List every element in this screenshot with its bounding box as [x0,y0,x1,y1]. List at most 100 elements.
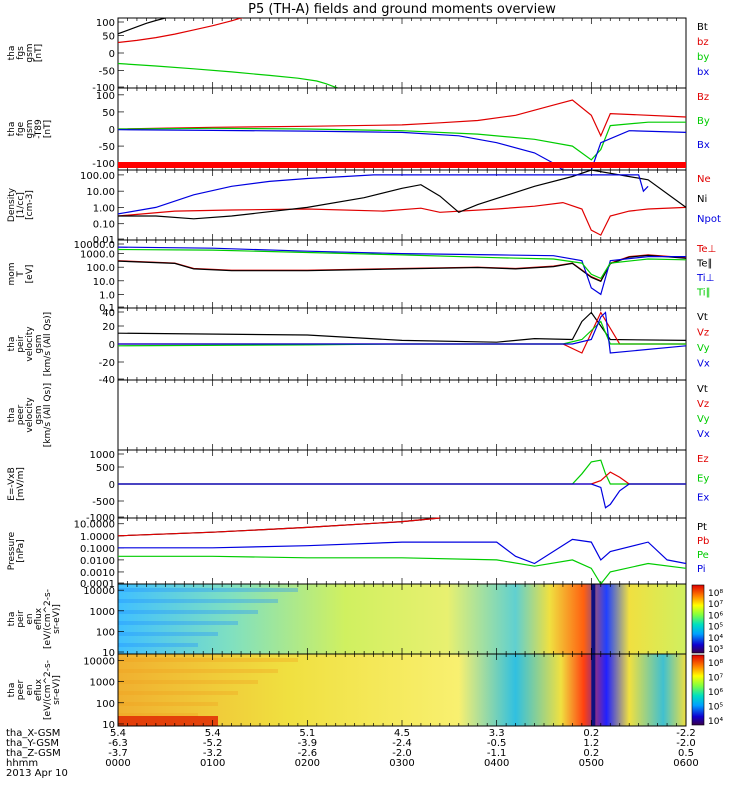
x-tick-value: 5.4 [110,728,126,739]
y-tick-label: 1.0000 [80,532,115,543]
legend-label: Bz [697,92,709,103]
y-axis-label: gsm [34,405,44,424]
spectrogram-stripe [591,584,596,654]
spectrogram-band [118,691,238,695]
spectrogram [118,654,686,726]
time-tick-label: 0400 [484,758,509,769]
y-tick-label: -1000 [86,513,115,524]
series-line-Bx [118,129,686,171]
y-axis-label: [nPa] [16,539,26,562]
y-tick-label: 40 [102,308,115,319]
y-tick-label: 10.0000 [74,520,115,531]
legend-label: Ex [697,493,709,504]
colorbar-tick-label: 10⁶ [708,611,723,621]
panel-frame [117,87,687,171]
y-axis-label: [eV/(cm^2-s- [43,660,53,720]
x-tick-value: 0.2 [583,728,599,739]
y-tick-label: 10.00 [86,187,115,198]
y-gsm-value: -3.9 [298,738,318,749]
y-axis-label: E=-VxB [7,467,17,501]
time-tick-label: 0200 [295,758,320,769]
y-axis-label: fgs [16,46,26,60]
x-tick-value: -2.2 [676,728,696,739]
spectrogram-band [118,669,278,673]
legend-label: Te⊥ [696,244,716,255]
y-axis-label: sr-eV)] [52,604,62,634]
panel-7: 1000 500 0 -500 -1000 E=-VxB [mV/m] Ez Ey Ex [7,449,709,524]
y-axis-label: en [25,613,35,624]
spectrogram-band [118,702,218,706]
y-tick-label: 100 [96,18,115,29]
series-line-Pb [118,517,440,537]
z-gsm-value: -1.1 [487,748,507,759]
spectrogram-stripe [591,654,596,726]
series-group [118,517,686,586]
legend-label: Vx [697,429,710,440]
legend-label: Ne [697,174,711,185]
y-tick-label: 10.0 [93,277,115,288]
panel-frame [117,169,687,241]
legend-label: Pe [697,550,709,561]
legend-label: By [697,116,710,127]
y-axis-label: [nT] [43,120,53,138]
y-axis-label: peir [16,335,26,353]
legend-label: Te∥ [696,259,713,270]
series-line-Ni [118,169,686,220]
colorbar-tick-label: 10⁶ [708,688,723,698]
y-tick-label: 50 [102,108,115,119]
x-axis-row-label: tha_Z-GSM [6,748,61,759]
z-gsm-value: -3.7 [108,748,128,759]
x-tick-value: 5.4 [205,728,221,739]
colorbar-tick-label: 10⁷ [708,674,723,684]
y-axis-label: [eV/(cm^2-s- [43,589,53,649]
series-line-Vt [118,311,686,343]
y-tick-label: -500 [92,497,115,508]
y-gsm-value: -2.0 [676,738,696,749]
spectrogram-band [118,621,238,625]
y-axis-label: [cm-3] [25,190,35,220]
legend-label: Vz [697,328,709,339]
legend-label: Vy [697,343,710,354]
series-line-bz [118,18,244,44]
series-group [118,246,686,296]
legend-label: bx [697,67,709,78]
legend-label: Ni [697,194,707,205]
series-line-Bt [118,18,168,35]
spectrogram-band [118,658,298,662]
legend-label: Vt [697,384,708,395]
y-tick-label: 1000 [90,607,115,618]
y-axis-label: tha [7,683,17,698]
quality-flag-bar [118,162,686,168]
z-gsm-value: -3.2 [203,748,223,759]
legend-label: Bt [697,22,708,33]
x-tick-value: 5.1 [299,728,315,739]
y-axis-label: [km/s (All Qs)] [43,312,53,376]
time-tick-label: 0300 [389,758,414,769]
y-axis-label: tha [7,337,17,352]
legend-label: Vx [697,359,710,370]
spectrogram-band [118,588,298,592]
y-axis-label: eflux [34,678,44,701]
colorbar-tick-label: 10⁴ [708,717,723,727]
y-tick-label: 0.0100 [80,556,115,567]
y-tick-label: 1.00 [93,203,115,214]
y-axis-label: Pressure [7,531,17,570]
y-tick-label: 100 [96,699,115,710]
time-tick-label: 0600 [673,758,698,769]
y-tick-label: 1000 [90,678,115,689]
legend-label: Pt [697,522,707,533]
panel-5: 40 20 0 -20 -40 tha peir velocity gsm [km/s (All … [7,307,710,386]
y-axis-label: fge [16,121,26,136]
legend-label: Pb [697,536,709,547]
x-axis-row-label: 2013 Apr 10 [6,768,68,779]
y-axis-label: [eV] [25,265,35,284]
y-tick-label: 0 [109,49,115,60]
y-axis-label: T [16,271,26,278]
y-gsm-value: -2.4 [392,738,412,749]
y-axis-label: [mV/m] [16,467,26,501]
spectrogram-band [118,643,198,647]
panel-frame [117,17,687,89]
y-axis-label: gsm [25,119,35,138]
